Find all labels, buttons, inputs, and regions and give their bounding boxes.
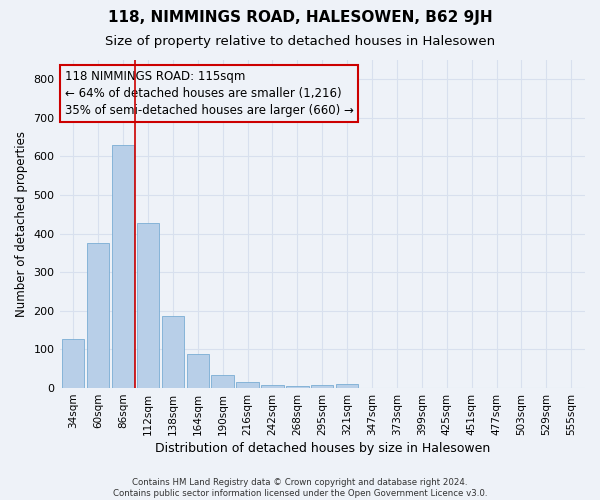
Bar xyxy=(261,385,284,388)
Bar xyxy=(187,354,209,388)
X-axis label: Distribution of detached houses by size in Halesowen: Distribution of detached houses by size … xyxy=(155,442,490,455)
Text: 118, NIMMINGS ROAD, HALESOWEN, B62 9JH: 118, NIMMINGS ROAD, HALESOWEN, B62 9JH xyxy=(107,10,493,25)
Bar xyxy=(87,244,109,388)
Bar xyxy=(137,223,159,388)
Bar xyxy=(161,316,184,388)
Bar xyxy=(236,382,259,388)
Bar xyxy=(311,385,334,388)
Text: 118 NIMMINGS ROAD: 115sqm
← 64% of detached houses are smaller (1,216)
35% of se: 118 NIMMINGS ROAD: 115sqm ← 64% of detac… xyxy=(65,70,353,117)
Y-axis label: Number of detached properties: Number of detached properties xyxy=(15,131,28,317)
Text: Contains HM Land Registry data © Crown copyright and database right 2024.
Contai: Contains HM Land Registry data © Crown c… xyxy=(113,478,487,498)
Bar xyxy=(62,338,85,388)
Bar xyxy=(336,384,358,388)
Text: Size of property relative to detached houses in Halesowen: Size of property relative to detached ho… xyxy=(105,35,495,48)
Bar xyxy=(286,386,308,388)
Bar xyxy=(112,145,134,388)
Bar xyxy=(211,374,234,388)
